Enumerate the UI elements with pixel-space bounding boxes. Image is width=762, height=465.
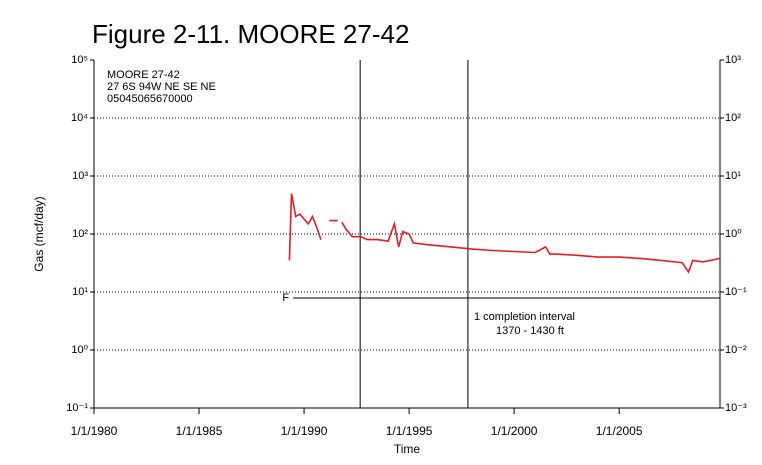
- x-axis-label: Time: [394, 442, 421, 456]
- well-info: MOORE 27-42: [107, 69, 180, 81]
- y-tick-label: 10⁻¹: [66, 402, 88, 414]
- x-tick-label: 1/1/1980: [71, 424, 118, 438]
- y2-tick-label: 10⁻³: [725, 402, 747, 414]
- completion-note: 1370 - 1430 ft: [496, 325, 564, 337]
- y-tick-label: 10⁴: [71, 112, 88, 124]
- y-tick-label: 10⁵: [71, 54, 88, 66]
- y-tick-label: 10²: [72, 228, 88, 240]
- x-tick-label: 1/1/2000: [491, 424, 538, 438]
- x-tick-label: 1/1/1985: [176, 424, 223, 438]
- y2-tick-label: 10⁻²: [725, 344, 747, 356]
- x-tick-label: 1/1/1995: [386, 424, 433, 438]
- y2-tick-label: 10⁻¹: [725, 286, 747, 298]
- y-axis-label: Gas (mcf/day): [32, 196, 46, 271]
- x-tick-label: 1/1/1990: [281, 424, 328, 438]
- hline-label: F: [282, 292, 289, 304]
- y-tick-label: 10⁰: [71, 344, 88, 356]
- y2-tick-label: 10³: [725, 54, 741, 66]
- y-tick-label: 10¹: [72, 286, 88, 298]
- well-info: 27 6S 94W NE SE NE: [107, 81, 216, 93]
- y2-tick-label: 10¹: [725, 170, 741, 182]
- completion-note: 1 completion interval: [474, 311, 575, 323]
- well-info: 05045065670000: [107, 93, 193, 105]
- y2-tick-label: 10⁰: [725, 228, 742, 240]
- y-tick-label: 10³: [72, 170, 88, 182]
- gas-line: [288, 193, 721, 274]
- chart-title: Figure 2-11. MOORE 27-42: [92, 19, 409, 49]
- y2-tick-label: 10²: [725, 112, 741, 124]
- x-tick-label: 1/1/2005: [596, 424, 643, 438]
